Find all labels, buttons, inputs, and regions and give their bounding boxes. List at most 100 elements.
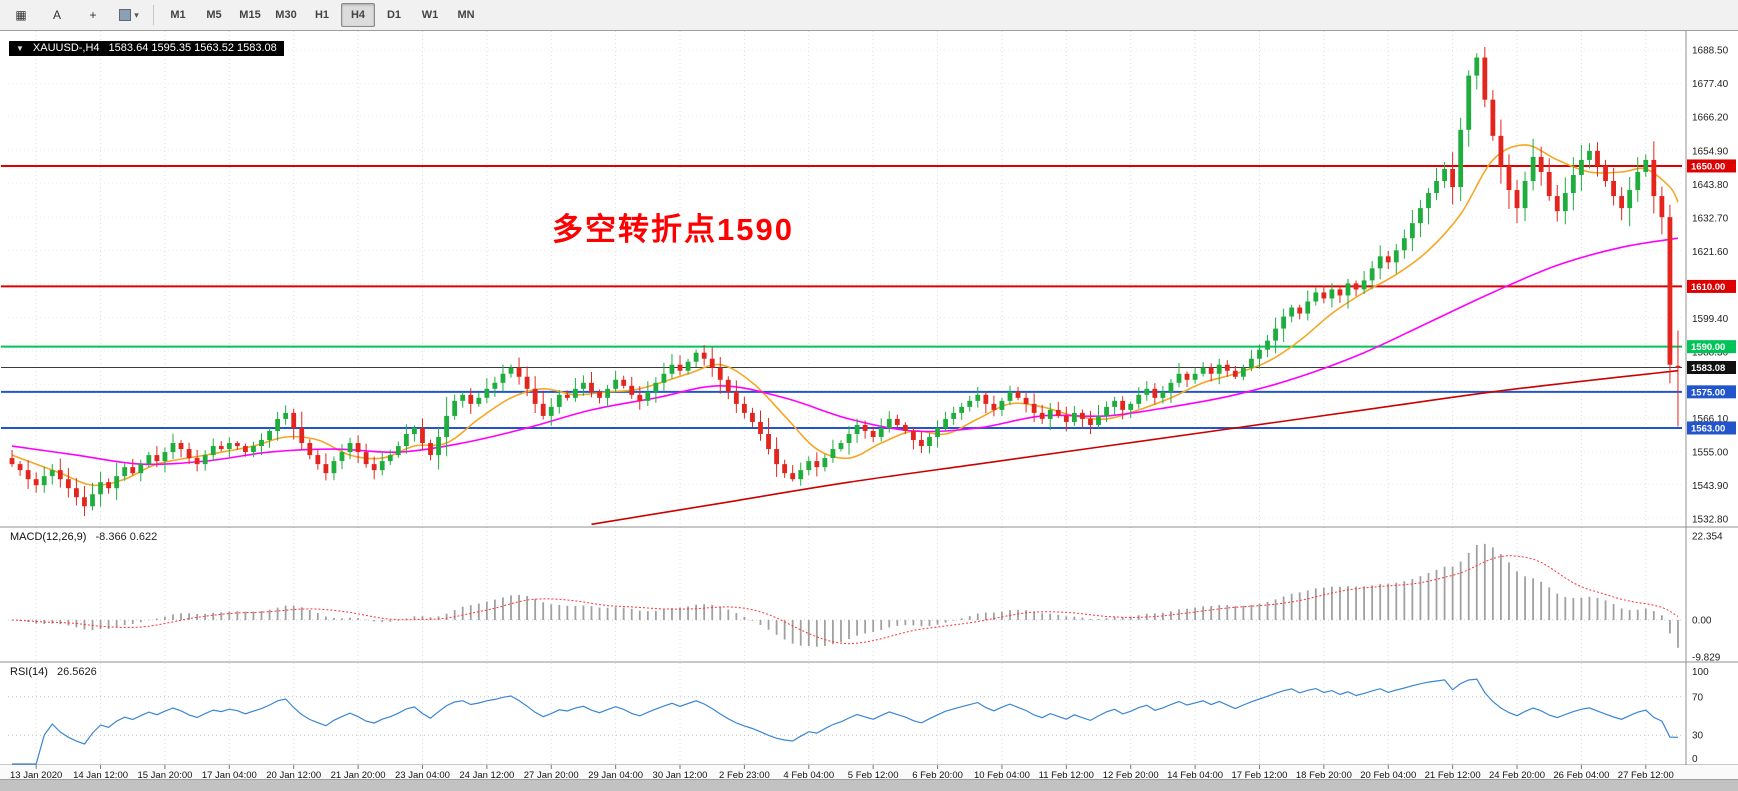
palette-icon [119, 9, 132, 21]
macd-axis-label: 0.00 [1692, 616, 1712, 627]
candle [589, 372, 594, 398]
candle-body [202, 455, 208, 465]
timeframe-button-h1[interactable]: H1 [314, 9, 330, 21]
pattern-icon[interactable]: ▦ [15, 8, 27, 22]
candle [1506, 154, 1512, 209]
macd-histogram-bar [1612, 604, 1615, 620]
candle-body [774, 449, 779, 465]
candle-body [983, 394, 989, 404]
collapse-arrow-icon[interactable]: ▼ [16, 43, 24, 53]
candle-body [725, 379, 731, 392]
candle [1426, 188, 1431, 225]
timeframe-button-mn[interactable]: MN [457, 9, 475, 21]
candle [1265, 335, 1270, 358]
macd-histogram-bar [856, 620, 858, 636]
candle-body [1385, 256, 1391, 263]
candle [1603, 159, 1608, 187]
candle [33, 472, 39, 493]
candles-layer [9, 46, 1681, 517]
candle-body [283, 412, 289, 419]
candle [758, 410, 763, 441]
macd-histogram-bar [1572, 598, 1575, 620]
panel-backgrounds [0, 31, 1738, 779]
macd-values: -8.366 0.622 [95, 531, 158, 543]
macd-histogram-bar [1306, 590, 1309, 620]
timeframe-button-m30[interactable]: M30 [275, 9, 297, 21]
timeframe-button-m1[interactable]: M1 [170, 9, 186, 21]
timeframe-button-m15[interactable]: M15 [239, 9, 261, 21]
candle-body [1369, 268, 1375, 281]
text-label-icon[interactable]: A [52, 8, 61, 22]
candle [291, 408, 297, 440]
rsi-name: RSI(14) [10, 666, 48, 678]
candle-body [1562, 193, 1568, 212]
time-axis-label: 20 Feb 04:00 [1360, 770, 1416, 781]
timeframe-button-m5[interactable]: M5 [206, 9, 222, 21]
candle [49, 463, 55, 485]
candle-body [750, 412, 755, 422]
candle [733, 380, 739, 413]
candle [1490, 90, 1496, 141]
price-axis[interactable]: 1688.50 1677.40 1666.20 1654.90 1643.80 1632.… [1687, 46, 1736, 526]
candle [1401, 229, 1407, 259]
candle [1023, 392, 1029, 413]
candle [661, 362, 667, 392]
candle [645, 381, 651, 407]
rsi-axis-label: 0 [1692, 754, 1698, 765]
price-axis-label: 1632.70 [1692, 214, 1729, 225]
candle [1361, 271, 1367, 295]
macd-histogram-bar [1427, 572, 1430, 620]
macd-histogram-bar [1041, 613, 1044, 620]
candle [1385, 250, 1391, 270]
candle-body [484, 388, 490, 398]
templates-dropdown[interactable]: ▾ [112, 3, 146, 27]
time-axis-label: 24 Feb 20:00 [1489, 770, 1545, 781]
candle-body [621, 379, 627, 386]
candle-body [1216, 364, 1222, 374]
candle [9, 449, 15, 467]
candle-body [1482, 57, 1488, 100]
macd-histogram-bar [196, 614, 199, 620]
candle-body [251, 446, 256, 453]
candle [605, 384, 610, 408]
candle-body [371, 464, 377, 471]
ohlc-status-box[interactable]: ▼ XAUUSD-,H4 1583.64 1595.35 1563.52 158… [9, 41, 284, 56]
chart-background [0, 31, 1738, 779]
candle [484, 378, 490, 404]
macd-histogram-bar [550, 604, 553, 620]
candle [677, 355, 683, 376]
candle [862, 420, 868, 439]
candle [1152, 383, 1158, 405]
candle [1192, 367, 1198, 384]
candle-body [806, 461, 812, 471]
macd-histogram-bar [357, 618, 359, 620]
candle [902, 422, 908, 434]
macd-histogram-bar [1129, 616, 1132, 620]
badge-value: 1583.08 [1691, 363, 1725, 374]
macd-histogram-bar [1202, 606, 1205, 620]
timeframe-button-d1[interactable]: D1 [386, 9, 402, 21]
time-axis-label: 17 Jan 04:00 [202, 770, 257, 781]
crosshair-icon[interactable]: + [89, 8, 97, 22]
timeframe-button-h4[interactable]: H4 [341, 3, 375, 27]
macd-histogram-bar [252, 611, 255, 620]
candle-body [1128, 403, 1134, 410]
candle-body [106, 482, 112, 489]
timeframe-button-w1[interactable]: W1 [421, 9, 439, 21]
candle-body [1522, 181, 1528, 209]
candle [1281, 308, 1287, 342]
macd-histogram-bar [1161, 612, 1164, 620]
time-axis[interactable]: 13 Jan 2020 14 Jan 12:00 15 Jan 20:00 17 Ja… [0, 765, 1738, 781]
candle [1643, 154, 1649, 177]
candle [1144, 380, 1150, 401]
candle-body [1192, 373, 1198, 380]
macd-histogram-bar [397, 620, 400, 621]
candle-body [782, 464, 788, 474]
candle [1578, 144, 1584, 191]
candle [1305, 290, 1311, 321]
macd-histogram-bar [453, 610, 456, 620]
candle-body [548, 406, 554, 416]
badge-rect [1687, 159, 1736, 173]
